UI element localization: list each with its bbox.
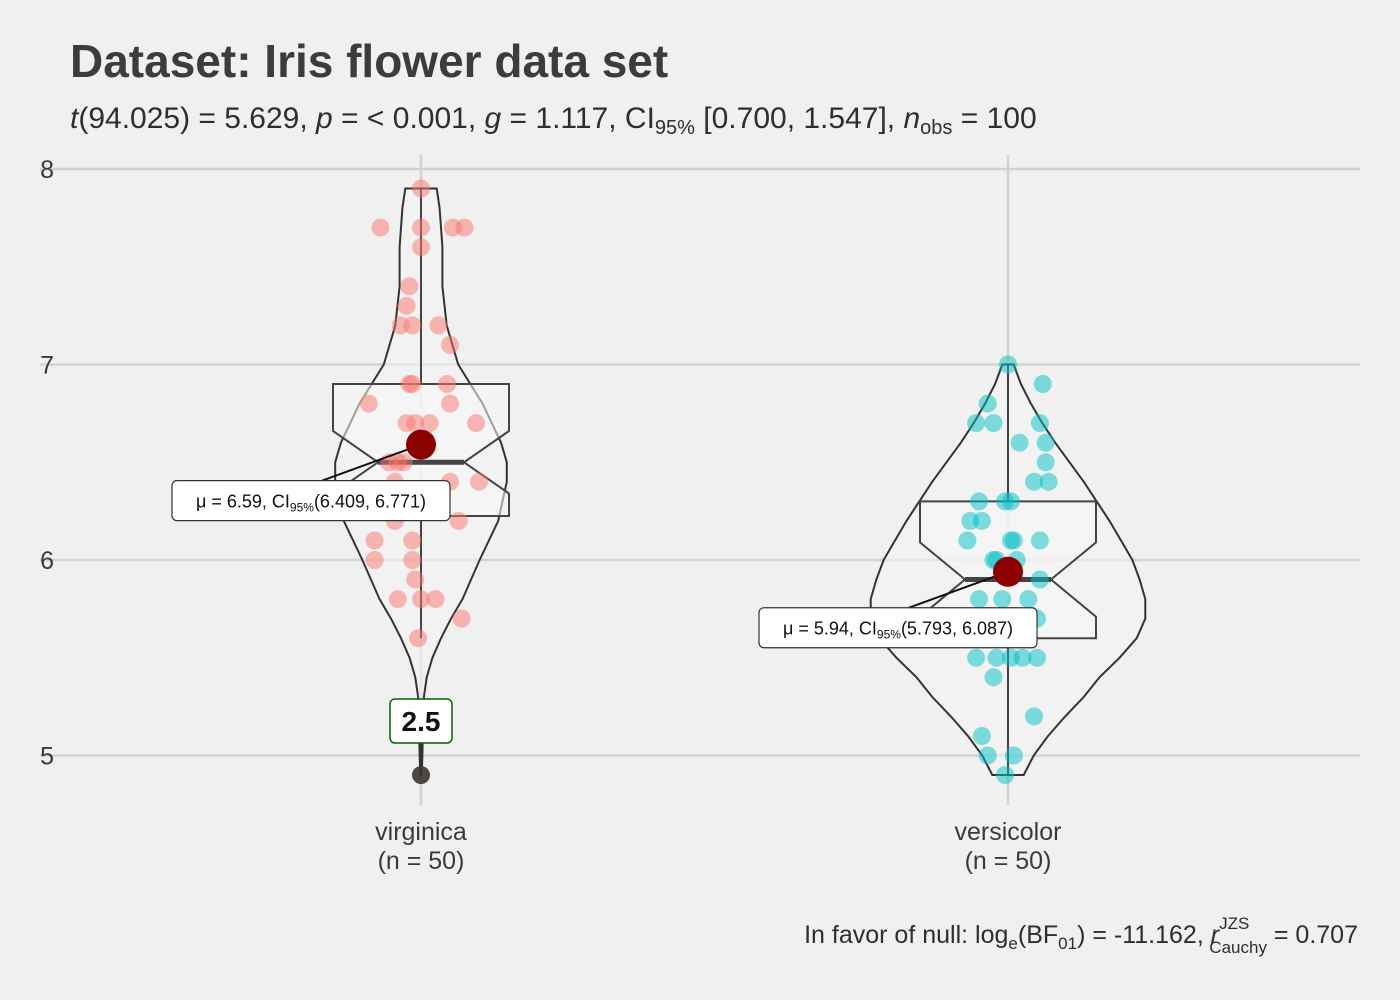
- data-point: [412, 179, 430, 198]
- y-tick-label: 6: [40, 547, 54, 575]
- chart-subtitle: t(94.025) = 5.629, p = < 0.001, g = 1.11…: [70, 102, 1037, 139]
- data-point: [993, 590, 1012, 609]
- data-point: [1039, 472, 1058, 491]
- mean-label-text: μ = 6.59, CI95%(6.409, 6.771): [196, 492, 426, 515]
- x-tick-label: virginica: [375, 818, 467, 846]
- data-point: [403, 551, 422, 569]
- outlier-label: 2.5: [389, 698, 453, 744]
- data-point: [967, 414, 986, 433]
- mean-label-box: [758, 607, 1038, 649]
- data-point: [406, 414, 425, 433]
- data-point: [365, 531, 384, 550]
- data-point: [972, 511, 991, 530]
- y-tick-label: 5: [40, 743, 54, 771]
- data-point: [412, 590, 430, 609]
- data-point: [967, 648, 986, 667]
- data-point: [970, 492, 988, 511]
- data-point: [441, 336, 459, 354]
- data-point: [1013, 648, 1032, 667]
- data-point: [978, 746, 997, 765]
- group-versicolor: μ = 5.94, CI95%(5.793, 6.087) versicolor(…: [758, 355, 1147, 875]
- mean-point: [406, 429, 436, 460]
- data-point: [978, 394, 997, 413]
- mean-label-box: [171, 480, 451, 522]
- mean-label-text: μ = 5.94, CI95%(5.793, 6.087): [783, 619, 1013, 642]
- group-virginica: 2.5 μ = 6.59, CI95%(6.409, 6.771) virginic…: [171, 179, 510, 875]
- data-point: [999, 355, 1017, 374]
- data-point: [1001, 492, 1020, 511]
- data-point: [1004, 746, 1023, 765]
- y-tick-label: 8: [40, 156, 54, 184]
- data-point: [1030, 570, 1049, 589]
- data-point: [467, 414, 486, 433]
- data-point: [470, 472, 488, 491]
- data-point: [1025, 472, 1044, 491]
- data-point: [412, 218, 430, 237]
- data-point: [1030, 414, 1049, 433]
- data-point: [400, 277, 419, 296]
- y-tick-label: 7: [40, 352, 54, 380]
- data-point: [1030, 531, 1049, 550]
- data-point: [996, 766, 1015, 784]
- data-point: [455, 218, 474, 237]
- data-point: [1019, 590, 1038, 609]
- data-point: [397, 296, 416, 315]
- data-point: [409, 629, 428, 648]
- data-point: [403, 531, 422, 550]
- data-point: [449, 511, 468, 530]
- data-point: [359, 394, 378, 413]
- data-point: [1036, 453, 1055, 472]
- chart-title: Dataset: Iris flower data set: [70, 35, 668, 87]
- data-point: [1033, 375, 1052, 393]
- data-point: [426, 590, 445, 609]
- data-point: [429, 316, 448, 335]
- data-point: [403, 316, 422, 335]
- mean-leader: [908, 570, 1009, 609]
- data-point: [388, 590, 407, 609]
- data-point: [403, 375, 422, 393]
- data-point: [972, 727, 991, 745]
- data-point: [1010, 433, 1029, 452]
- data-point: [1025, 707, 1044, 726]
- data-point: [371, 218, 390, 237]
- data-point: [1004, 531, 1023, 550]
- data-point: [984, 668, 1003, 687]
- data-point: [420, 414, 439, 433]
- data-point: [438, 375, 457, 393]
- data-point: [441, 394, 459, 413]
- y-axis: 5 6 7 8: [40, 156, 54, 771]
- x-tick-count: (n = 50): [965, 847, 1052, 875]
- data-point: [1036, 433, 1055, 452]
- data-point: [452, 609, 471, 628]
- mean-point: [993, 556, 1023, 587]
- data-point: [394, 453, 413, 472]
- x-tick-count: (n = 50): [378, 847, 465, 875]
- data-point: [970, 590, 988, 609]
- groups-layer: 2.5 μ = 6.59, CI95%(6.409, 6.771) virginic…: [171, 179, 1147, 875]
- mean-label: μ = 5.94, CI95%(5.793, 6.087): [758, 607, 1038, 649]
- data-point: [984, 414, 1003, 433]
- data-point: [406, 570, 425, 589]
- data-point: [412, 238, 430, 257]
- x-tick-label: versicolor: [955, 818, 1062, 846]
- outlier-label-text: 2.5: [402, 706, 441, 737]
- mean-leader: [321, 443, 422, 482]
- mean-label: μ = 6.59, CI95%(6.409, 6.771): [171, 480, 451, 522]
- data-point: [1028, 648, 1046, 667]
- data-point: [958, 531, 977, 550]
- chart-caption: In favor of null: loge(BF01) = -11.162, …: [804, 914, 1358, 957]
- data-point: [987, 648, 1006, 667]
- outlier-label-box: [389, 698, 453, 744]
- data-point: [365, 551, 384, 569]
